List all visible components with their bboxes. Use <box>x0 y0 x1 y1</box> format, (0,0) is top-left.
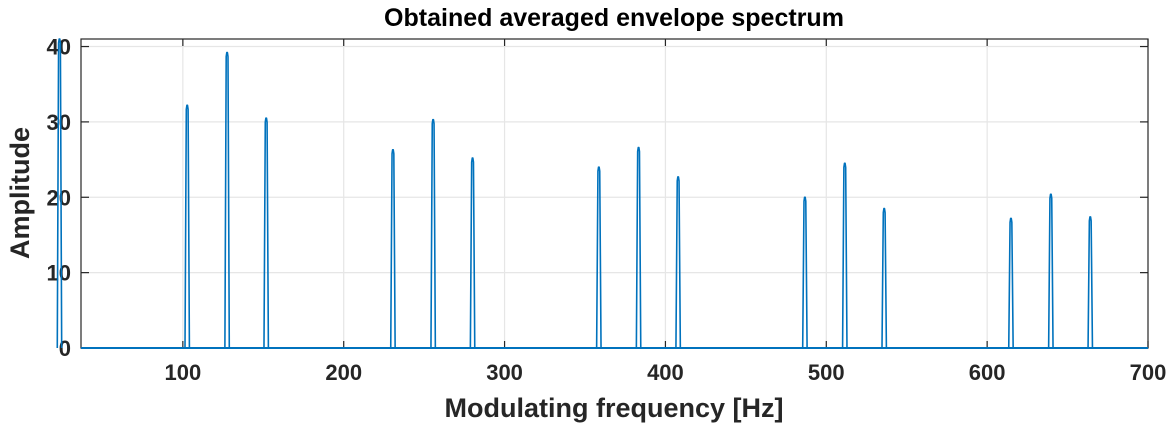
spectrum-peak <box>263 117 270 349</box>
spectrum-peak <box>430 118 437 349</box>
spectrum-peak <box>881 207 888 349</box>
x-tick-label: 100 <box>164 360 201 385</box>
spectrum-peak <box>1087 216 1094 349</box>
x-axis-label: Modulating frequency [Hz] <box>445 393 784 423</box>
y-tick-label: 0 <box>59 336 71 361</box>
x-tick-label: 700 <box>1130 360 1167 385</box>
x-tick-label: 200 <box>325 360 362 385</box>
x-tick-label: 300 <box>486 360 523 385</box>
spectrum-peak <box>1007 217 1014 349</box>
spectrum-peak <box>635 146 642 349</box>
x-tick-label: 400 <box>647 360 684 385</box>
y-tick-label: 20 <box>47 185 71 210</box>
spectrum-peak <box>224 51 231 349</box>
spectrum-peak <box>184 104 191 349</box>
spectrum-peak <box>801 196 808 349</box>
spectrum-peak <box>675 176 682 349</box>
spectrum-peak <box>595 166 602 349</box>
plot-area-frame <box>80 38 1149 349</box>
y-axis-label: Amplitude <box>5 127 35 259</box>
spectrum-peak <box>1047 193 1054 349</box>
spectrum-peak <box>389 148 396 349</box>
grid-lines <box>81 39 1148 348</box>
spectrum-peak <box>841 162 848 349</box>
x-tick-label: 500 <box>808 360 845 385</box>
spectrum-peak <box>469 157 476 349</box>
x-tick-label: 600 <box>969 360 1006 385</box>
spectrum-series <box>56 38 1148 349</box>
y-tick-label: 10 <box>47 261 71 286</box>
chart-title: Obtained averaged envelope spectrum <box>384 4 844 32</box>
spectrum-peak <box>56 38 63 349</box>
